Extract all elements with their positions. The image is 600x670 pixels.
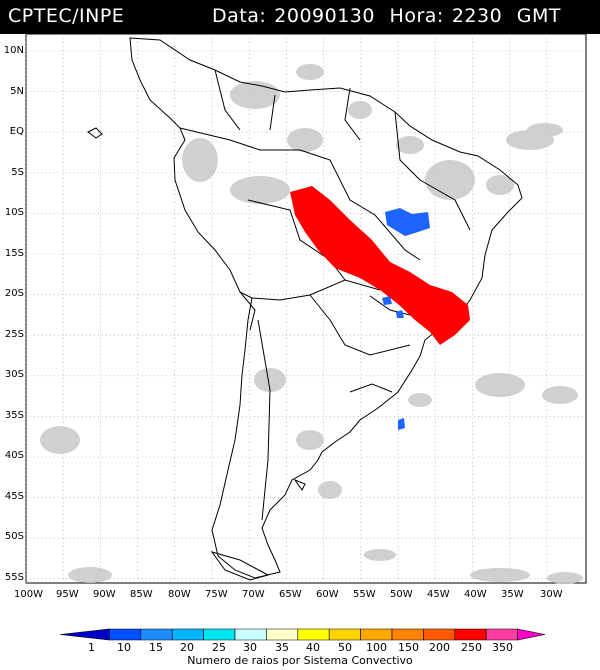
colorbar-segment [171,628,204,641]
lon-label: 65W [279,589,302,600]
lat-label: 30S [4,369,24,380]
lon-label: 55W [353,589,376,600]
colorbar-segment [328,628,361,641]
lon-label: 80W [168,589,191,600]
lat-label: 20S [4,288,24,299]
legend-title: Numero de raios por Sistema Convectivo [187,654,413,667]
lightning-system-large [290,186,470,345]
plot-frame [25,33,587,584]
colorbar-segment [423,628,456,641]
colorbar-segment [234,628,267,641]
legend-value: 200 [429,641,450,654]
lon-label: 40W [464,589,487,600]
colorbar-segment [59,628,110,641]
lat-label: 50S [4,531,24,542]
lat-label: 10S [4,207,24,218]
organization-label: CPTEC/INPE [8,5,125,27]
title-bar: CPTEC/INPE Data: 20090130 Hora: 2230 GMT [0,0,600,34]
time-value: 2230 [451,5,503,27]
continent-outline [87,37,523,581]
time-zone: GMT [516,5,561,27]
lat-label: 35S [4,410,24,421]
lightning-system-small-1 [382,296,392,305]
lon-label: 95W [56,589,79,600]
timestamp: Data: 20090130 Hora: 2230 GMT [212,5,569,27]
date-value: 20090130 [274,5,375,27]
colorbar [59,628,546,641]
colorbar-segment [391,628,424,641]
lat-label: 40S [4,450,24,461]
legend-value: 50 [338,641,352,654]
colorbar-segment [109,628,142,641]
lightning-system-north [385,208,430,236]
legend-value: 1 [88,641,95,654]
lon-label: 90W [93,589,116,600]
lat-label: EQ [9,126,24,137]
convective-systems [290,186,470,430]
legend-value: 350 [492,641,513,654]
legend-value: 20 [180,641,194,654]
lon-label: 30W [540,589,563,600]
lightning-system-ocean [398,418,405,430]
colorbar-segment [517,628,546,641]
lat-label: 25S [4,329,24,340]
legend-value: 40 [306,641,320,654]
colorbar-segment [266,628,299,641]
lon-label: 35W [501,589,524,600]
lon-label: 45W [427,589,450,600]
lightning-system-small-2 [396,310,404,318]
lon-label: 100W [14,589,43,600]
colorbar-segment [360,628,393,641]
lon-label: 70W [242,589,265,600]
colorbar-segment [203,628,236,641]
legend-value: 15 [149,641,163,654]
lat-label: 45S [4,491,24,502]
lat-label: 15S [4,248,24,259]
lon-label: 60W [316,589,339,600]
date-label: Data: [212,5,267,27]
legend-value: 25 [212,641,226,654]
legend-value: 10 [117,641,131,654]
time-label: Hora: [389,5,444,27]
colorbar-segment [140,628,173,641]
legend-value: 100 [366,641,387,654]
lat-label: 5N [10,86,24,97]
lon-label: 75W [205,589,228,600]
legend-value: 30 [243,641,257,654]
lat-label: 55S [4,572,24,583]
lat-label: 5S [11,167,24,178]
colorbar-segment [454,628,487,641]
colorbar-segment [297,628,330,641]
colorbar-segment [485,628,518,641]
legend-value: 150 [398,641,419,654]
lat-label: 10N [3,45,24,56]
lon-label: 50W [390,589,413,600]
lon-label: 85W [130,589,153,600]
legend-value: 250 [461,641,482,654]
legend-value: 35 [275,641,289,654]
